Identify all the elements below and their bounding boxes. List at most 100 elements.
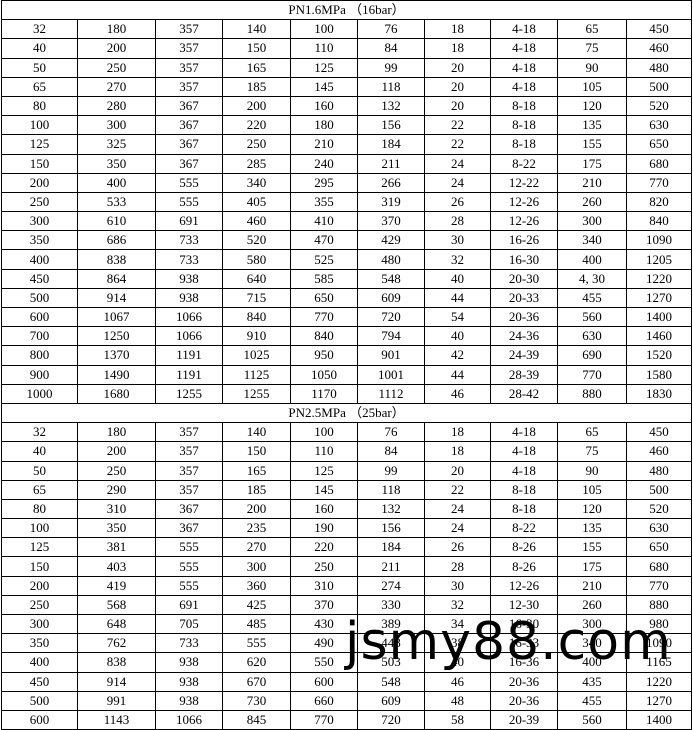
table-cell: 156 xyxy=(357,518,425,539)
table-cell: 938 xyxy=(155,671,223,692)
table-cell: 120 xyxy=(557,498,627,520)
table-cell: 250 xyxy=(1,594,78,616)
table-cell: 4-18 xyxy=(490,460,558,481)
table-cell: 733 xyxy=(155,230,223,251)
table-cell: 4-18 xyxy=(490,57,558,78)
table-cell: 950 xyxy=(290,345,358,366)
table-cell: 340 xyxy=(557,230,627,251)
table-cell: 24 xyxy=(424,172,491,193)
table-cell: 20 xyxy=(424,76,491,97)
table-row: 65 270 357 185 145 118 20 4-18 105 500 xyxy=(1,76,693,97)
table-cell: 503 xyxy=(357,652,425,673)
table-cell: 310 xyxy=(77,498,156,520)
table-cell: 135 xyxy=(557,518,627,539)
table-cell: 533 xyxy=(77,191,156,213)
table-cell: 560 xyxy=(557,709,627,730)
table-cell: 670 xyxy=(222,671,291,692)
table-cell: 300 xyxy=(1,613,78,635)
table-cell: 330 xyxy=(357,594,425,616)
table-row: 500 991 938 730 660 609 48 20-36 455 1270 xyxy=(1,690,693,711)
table-cell: 880 xyxy=(557,383,627,404)
table-cell: 1090 xyxy=(625,633,693,654)
table-cell: 280 xyxy=(77,95,156,117)
table-cell: 12-30 xyxy=(490,594,558,616)
table-cell: 1580 xyxy=(625,364,693,385)
table-cell: 54 xyxy=(424,306,491,328)
table-cell: 165 xyxy=(222,460,291,481)
table-cell: 220 xyxy=(290,537,358,558)
table-cell: 425 xyxy=(222,594,291,616)
table-cell: 28-42 xyxy=(490,383,558,404)
table-cell: 100 xyxy=(1,115,78,136)
table-cell: 250 xyxy=(77,460,156,481)
table-cell: 610 xyxy=(77,211,156,232)
table-row: 250 568 691 425 370 330 32 12-30 260 880 xyxy=(1,594,693,616)
table-row: 50 250 357 165 125 99 20 4-18 90 480 xyxy=(1,460,693,481)
table-cell: 794 xyxy=(357,326,425,347)
table-cell: 46 xyxy=(424,383,491,404)
table-cell: 690 xyxy=(557,345,627,366)
table-cell: 44 xyxy=(424,287,491,309)
table-cell: 184 xyxy=(357,134,425,155)
table-cell: 630 xyxy=(625,518,693,539)
table-row: 500 914 938 715 650 609 44 20-33 455 1270 xyxy=(1,287,693,309)
table-row: 900 1490 1191 1125 1050 1001 44 28-39 770 1580 xyxy=(1,364,693,385)
table-row: 65 290 357 185 145 118 22 8-18 105 500 xyxy=(1,479,693,500)
table-cell: 490 xyxy=(290,633,358,654)
table-cell: 520 xyxy=(625,498,693,520)
table-cell: 1125 xyxy=(222,364,291,385)
table-cell: 938 xyxy=(155,690,223,711)
table-cell: 686 xyxy=(77,230,156,251)
table-cell: 367 xyxy=(155,153,223,174)
table-cell: 500 xyxy=(1,690,78,711)
table-cell: 660 xyxy=(290,690,358,711)
table-cell: 150 xyxy=(1,556,78,577)
table-cell: 32 xyxy=(1,422,78,443)
table-cell: 32 xyxy=(424,249,491,270)
table-cell: 1143 xyxy=(77,709,156,730)
table-cell: 40 xyxy=(424,326,491,347)
table-cell: 8-18 xyxy=(490,479,558,500)
table-row: 250 533 555 405 355 319 26 12-26 260 820 xyxy=(1,191,693,213)
table-cell: 430 xyxy=(290,613,358,635)
table-cell: 295 xyxy=(290,172,358,193)
table-cell: 367 xyxy=(155,518,223,539)
table-row: 150 403 555 300 250 211 28 8-26 175 680 xyxy=(1,556,693,577)
table-cell: 1170 xyxy=(290,383,358,404)
table-cell: 680 xyxy=(625,556,693,577)
table-cell: 1165 xyxy=(625,652,693,673)
table-cell: 140 xyxy=(222,422,291,443)
table-cell: 938 xyxy=(155,268,223,289)
table-cell: 100 xyxy=(1,518,78,539)
table-cell: 1520 xyxy=(625,345,693,366)
table-cell: 274 xyxy=(357,575,425,596)
table-cell: 640 xyxy=(222,268,291,289)
table-cell: 910 xyxy=(222,326,291,347)
table-cell: 367 xyxy=(155,498,223,520)
table-row: 32 180 357 140 100 76 18 4-18 65 450 xyxy=(1,422,693,443)
table-cell: 1400 xyxy=(625,709,693,730)
table-cell: 450 xyxy=(625,19,693,40)
table-cell: 300 xyxy=(557,211,627,232)
table-cell: 600 xyxy=(290,671,358,692)
table-cell: 12-26 xyxy=(490,575,558,596)
table-cell: 450 xyxy=(625,422,693,443)
section-title: PN1.6MPa （16bar） xyxy=(0,0,693,21)
table-cell: 250 xyxy=(1,191,78,213)
table-cell: 350 xyxy=(1,230,78,251)
table-cell: 820 xyxy=(625,191,693,213)
table-cell: 357 xyxy=(155,38,223,59)
table-cell: 300 xyxy=(557,613,627,635)
table-row: 800 1370 1191 1025 950 901 42 24-39 690 1520 xyxy=(1,345,693,366)
table-cell: 319 xyxy=(357,191,425,213)
table-cell: 938 xyxy=(155,652,223,673)
table-cell: 160 xyxy=(290,498,358,520)
table-cell: 1090 xyxy=(625,230,693,251)
table-cell: 609 xyxy=(357,287,425,309)
table-cell: 30 xyxy=(424,230,491,251)
table-cell: 76 xyxy=(357,19,425,40)
table-cell: 12-22 xyxy=(490,172,558,193)
table-cell: 733 xyxy=(155,249,223,270)
table-cell: 42 xyxy=(424,345,491,366)
table-cell: 100 xyxy=(290,19,358,40)
